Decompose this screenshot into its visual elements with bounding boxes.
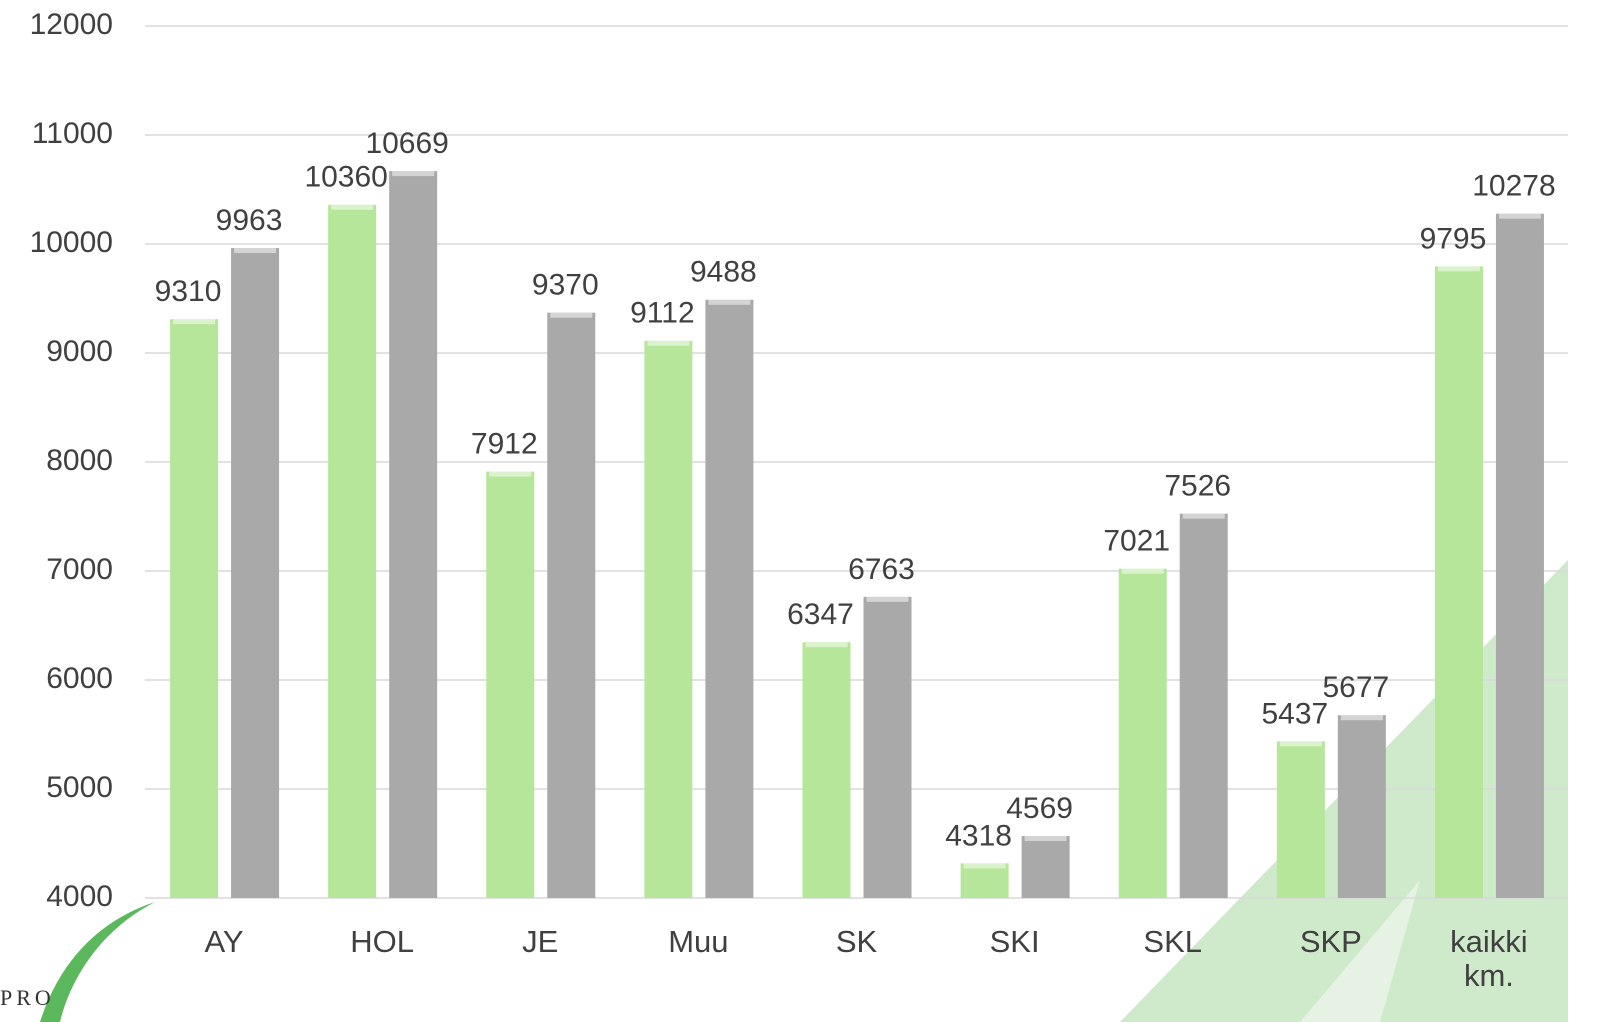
x-tick-label: AY: [204, 924, 244, 959]
y-tick-label: 7000: [46, 553, 113, 586]
value-label: 10360: [304, 161, 387, 194]
bar-bevel: [1182, 513, 1225, 519]
bar: [231, 248, 280, 898]
x-tick-label: SKI: [989, 924, 1040, 959]
bar: [863, 596, 912, 898]
bar: [389, 171, 438, 899]
y-tick-label: 4000: [46, 880, 113, 913]
y-tick-label: 12000: [30, 8, 113, 41]
bar-bevel: [866, 596, 909, 602]
bar-bevel: [1121, 568, 1164, 574]
bar: [1434, 266, 1483, 899]
bar-bevel: [173, 319, 216, 325]
x-tick-label: SKL: [1143, 924, 1203, 959]
bar-bevel: [1279, 741, 1322, 747]
y-tick-label: 6000: [46, 662, 113, 695]
bar-bevel: [963, 863, 1006, 869]
x-tick-label: Muu: [668, 924, 729, 959]
bar: [644, 340, 693, 898]
value-label: 7526: [1164, 470, 1231, 503]
bar-bevel: [1024, 835, 1067, 841]
bar-bevel: [392, 171, 435, 177]
bar-bevel: [805, 642, 848, 648]
bar-bevel: [331, 204, 374, 210]
bar: [960, 863, 1009, 898]
bar: [328, 204, 377, 898]
bar: [1118, 568, 1167, 898]
value-label: 6347: [787, 598, 854, 631]
bar-bevel: [1498, 213, 1541, 219]
bar: [1179, 513, 1228, 898]
x-tick-label: JE: [522, 924, 559, 959]
value-label: 7021: [1103, 525, 1170, 558]
value-label: 9963: [216, 204, 283, 237]
value-label: 5677: [1322, 671, 1389, 704]
bar-bevel: [708, 299, 751, 305]
y-tick-label: 8000: [46, 444, 113, 477]
bar-bevel: [1340, 715, 1383, 721]
y-tick-label: 5000: [46, 771, 113, 804]
y-tick-label: 11000: [32, 117, 113, 150]
bar-bevel: [550, 312, 593, 318]
x-tick-label: SK: [835, 924, 878, 959]
logo-text: PRO: [0, 985, 55, 1010]
value-label: 4569: [1006, 792, 1073, 825]
value-label: 7912: [471, 428, 538, 461]
decoration: [1300, 880, 1420, 1022]
bar: [1495, 213, 1544, 898]
bar-bevel: [1437, 266, 1480, 272]
y-tick-label: 10000: [30, 226, 113, 259]
x-tick-label: HOL: [350, 924, 415, 959]
value-label: 4318: [945, 819, 1012, 852]
bar: [170, 319, 219, 899]
value-label: 10278: [1472, 170, 1555, 203]
bar: [547, 312, 596, 898]
y-tick-label: 9000: [46, 335, 113, 368]
x-tick-label: SKP: [1299, 924, 1362, 959]
bar-bevel: [489, 471, 532, 477]
value-label: 9488: [690, 256, 757, 289]
decoration: [40, 902, 155, 1022]
bar: [1276, 741, 1325, 898]
value-label: 6763: [848, 553, 915, 586]
value-label: 9112: [630, 297, 695, 330]
value-label: 9370: [532, 269, 599, 302]
bar: [486, 471, 535, 898]
bar: [1021, 835, 1070, 898]
value-label: 9310: [155, 275, 222, 308]
bar: [802, 642, 851, 898]
x-tick-label: kaikki km.: [1450, 924, 1528, 993]
value-label: 10669: [365, 127, 448, 160]
bar: [1337, 715, 1386, 898]
value-label: 9795: [1420, 222, 1487, 255]
value-label: 5437: [1261, 697, 1328, 730]
bar-bevel: [234, 248, 277, 254]
bar-bevel: [647, 340, 690, 346]
bar: [705, 299, 754, 899]
